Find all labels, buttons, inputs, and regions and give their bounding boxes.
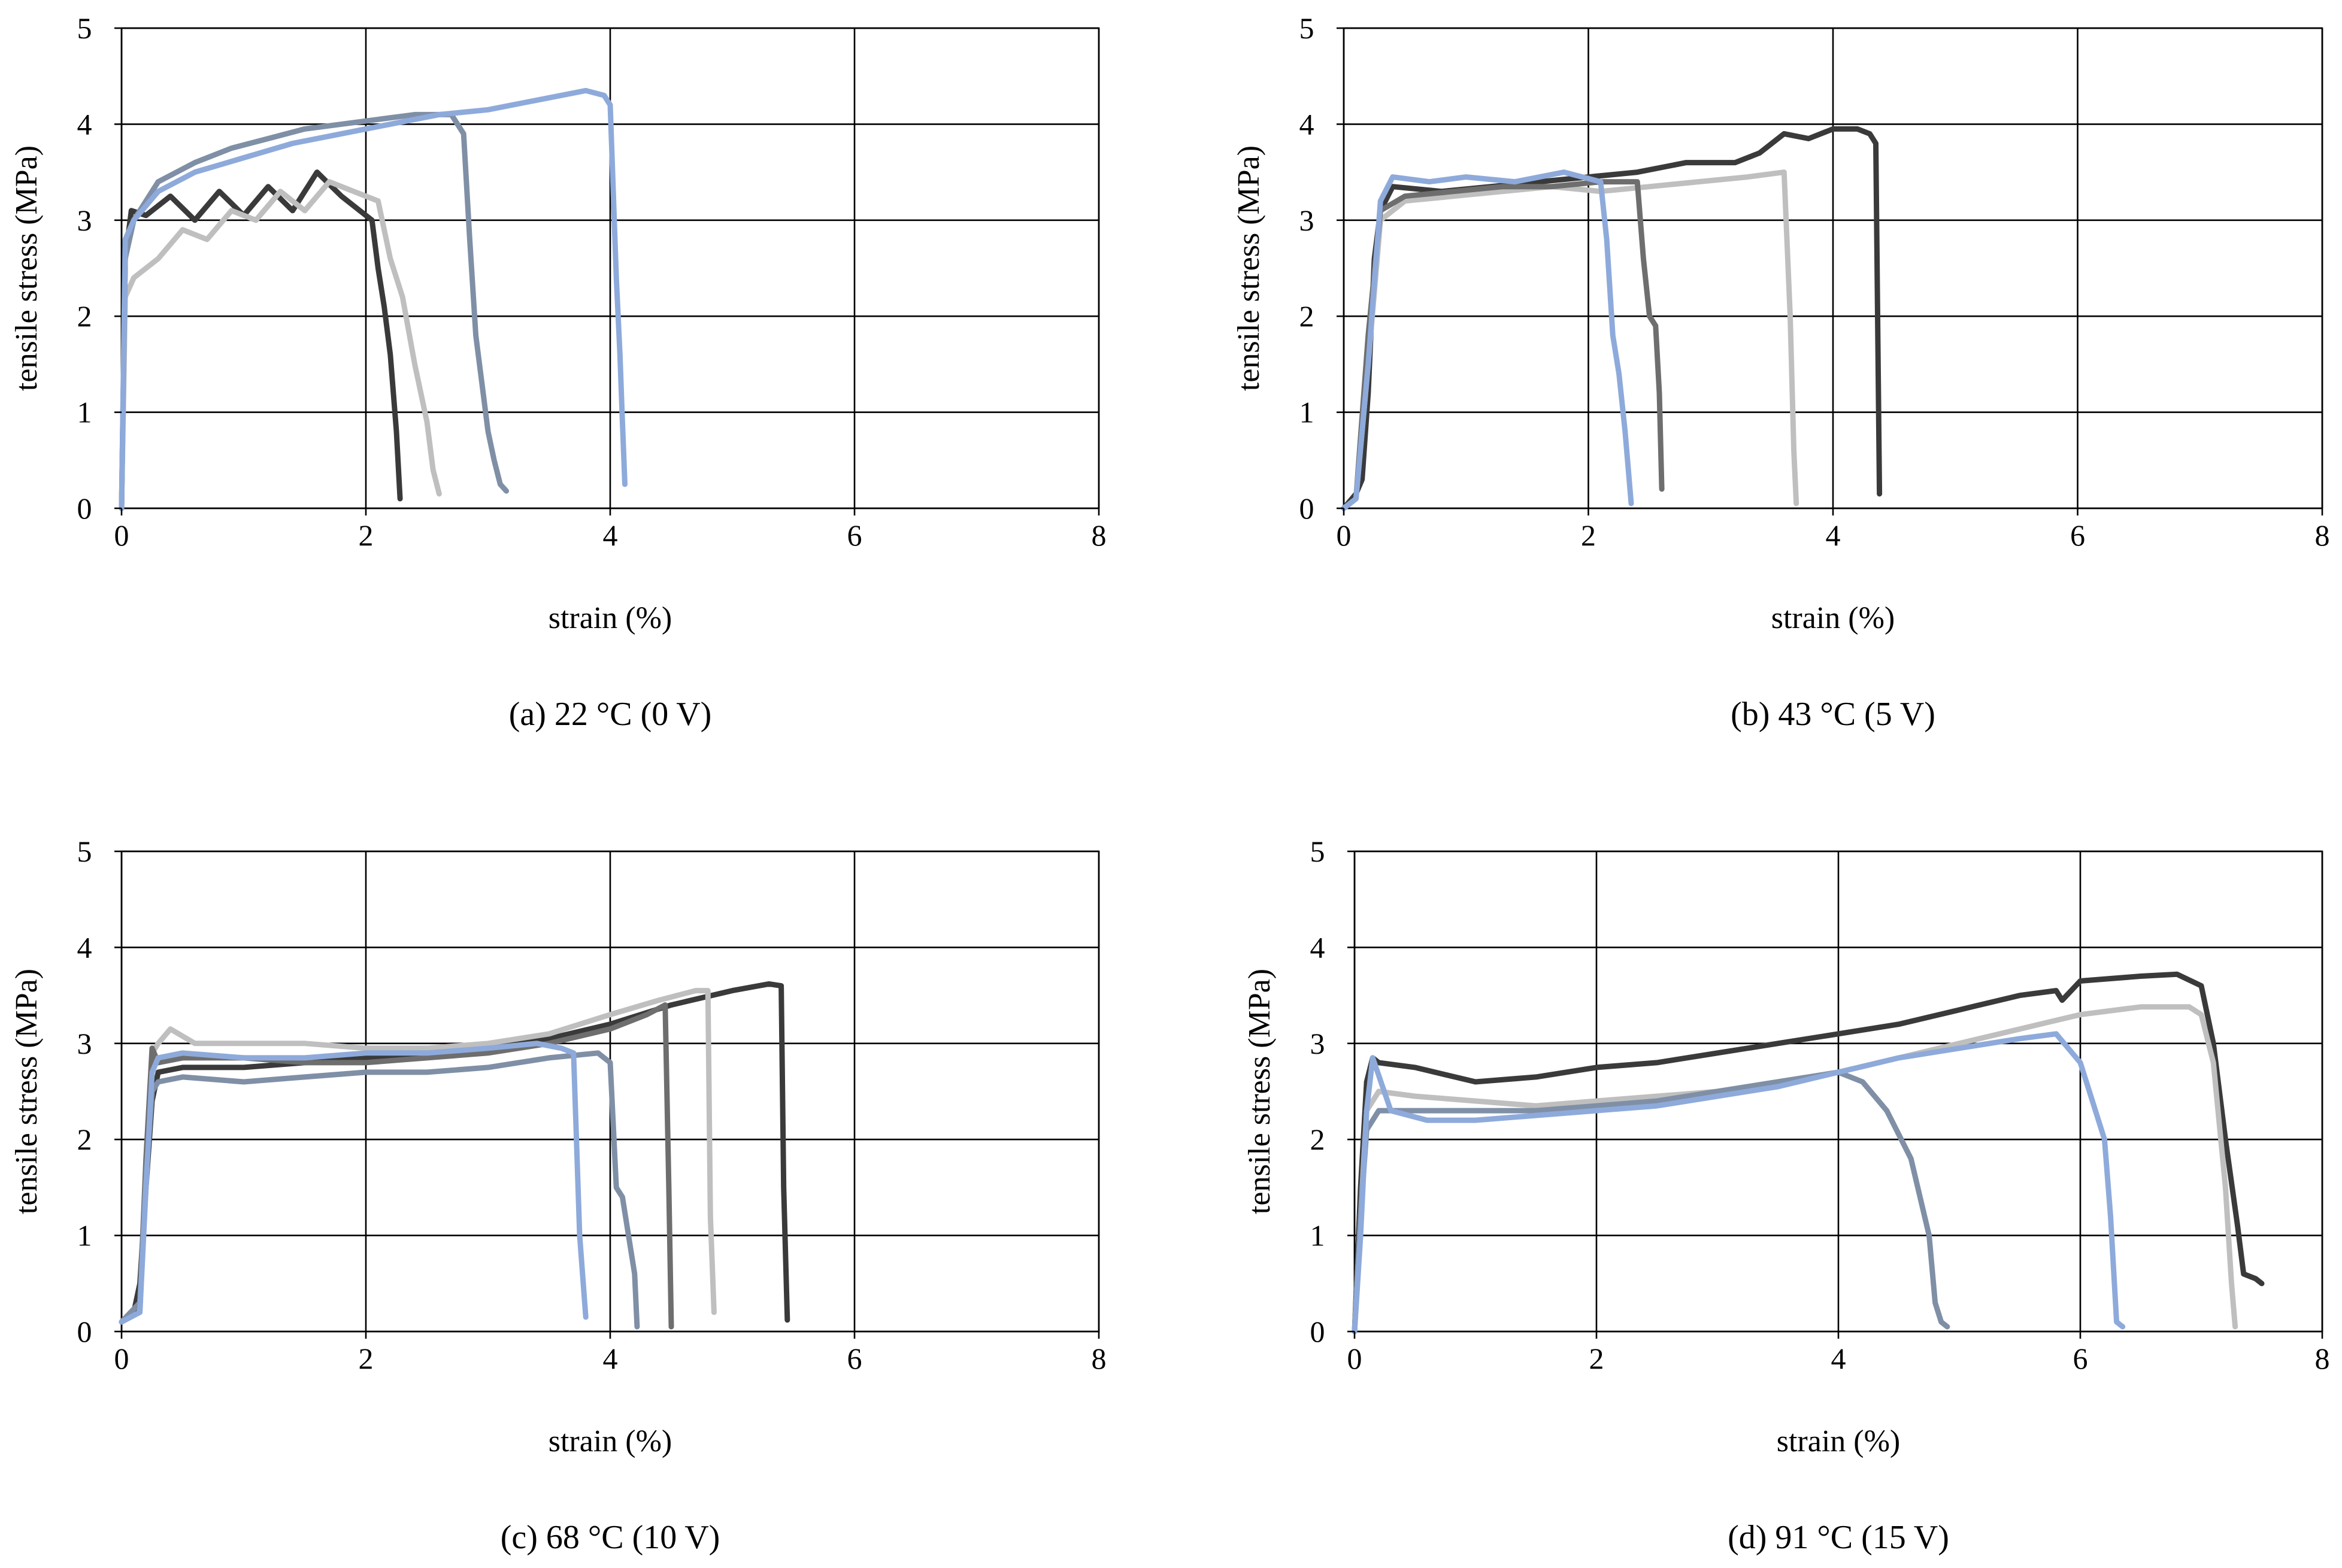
- y-tick-label: 0: [77, 1315, 92, 1348]
- series-line-5: [119, 1041, 589, 1325]
- series-line-4: [1352, 1031, 2126, 1335]
- y-tick-label: 0: [1310, 1315, 1325, 1348]
- y-tick-label: 5: [77, 11, 92, 45]
- y-tick-label: 1: [1299, 396, 1314, 429]
- y-tick-label: 4: [77, 107, 92, 141]
- x-axis-title: strain (%): [549, 1424, 672, 1458]
- y-tick-label: 1: [77, 1219, 92, 1252]
- x-axis-title: strain (%): [1771, 601, 1895, 635]
- panel-b: 0 2 4 6 8 0 1 2 3 4 5 strain (%) tensile stress (M…: [1232, 11, 2330, 733]
- x-tick-label: 6: [847, 1342, 862, 1375]
- x-tick-label: 6: [2073, 1342, 2088, 1375]
- y-axis-title: tensile stress (MPa): [10, 145, 44, 391]
- x-tick-label: 6: [847, 518, 862, 552]
- y-tick-label: 4: [1299, 107, 1314, 141]
- series-line-4: [1341, 169, 1634, 511]
- x-tick-label: 8: [1092, 518, 1107, 552]
- x-tick-label: 2: [1589, 1342, 1604, 1375]
- x-tick-label: 0: [1337, 518, 1352, 552]
- y-tick-label: 3: [77, 204, 92, 237]
- ticks: 0 2 4 6 8 0 1 2 3 4 5: [77, 11, 1107, 552]
- x-tick-label: 4: [1831, 1342, 1846, 1375]
- x-tick-label: 0: [114, 518, 129, 552]
- y-axis-title: tensile stress (MPa): [10, 969, 44, 1214]
- y-tick-label: 4: [1310, 930, 1325, 964]
- x-axis-title: strain (%): [1777, 1424, 1900, 1458]
- series-line-2: [119, 179, 442, 511]
- panel-d: 0 2 4 6 8 0 1 2 3 4 5 strain (%) tensile stress (M…: [1243, 835, 2330, 1556]
- grid: [1353, 850, 2323, 1333]
- y-tick-label: 1: [1310, 1219, 1325, 1252]
- y-tick-label: 0: [77, 492, 92, 525]
- x-tick-label: 8: [2315, 518, 2330, 552]
- y-tick-label: 3: [1299, 204, 1314, 237]
- y-tick-label: 2: [1310, 1123, 1325, 1156]
- series-line-3: [1352, 1069, 1950, 1335]
- x-tick-label: 8: [2315, 1342, 2330, 1375]
- y-tick-label: 2: [77, 299, 92, 333]
- series-line-4: [119, 87, 628, 511]
- y-tick-label: 4: [77, 930, 92, 964]
- x-axis-title: strain (%): [549, 601, 672, 635]
- x-tick-label: 2: [1581, 518, 1596, 552]
- series-line-3: [119, 111, 510, 511]
- panel-caption: (b) 43 °C (5 V): [1731, 696, 1935, 733]
- series-group: [119, 87, 628, 511]
- x-tick-label: 8: [1092, 1342, 1107, 1375]
- ticks: 0 2 4 6 8 0 1 2 3 4 5: [77, 835, 1107, 1375]
- x-tick-label: 2: [359, 1342, 374, 1375]
- x-tick-label: 2: [359, 518, 374, 552]
- y-tick-label: 3: [1310, 1027, 1325, 1060]
- y-tick-label: 1: [77, 396, 92, 429]
- series-group: [1341, 126, 1883, 511]
- panel-caption: (d) 91 °C (15 V): [1728, 1519, 1949, 1556]
- x-tick-label: 6: [2070, 518, 2085, 552]
- panel-a: 0 2 4 6 8 0 1 2 3 4 5 strain (%) tensile stress (M…: [10, 11, 1107, 733]
- y-tick-label: 2: [1299, 299, 1314, 333]
- x-tick-label: 4: [603, 518, 618, 552]
- y-tick-label: 3: [77, 1027, 92, 1060]
- y-tick-label: 5: [1310, 835, 1325, 868]
- panel-c: 0 2 4 6 8 0 1 2 3 4 5 strain (%) tensile stress (M…: [10, 835, 1107, 1556]
- y-tick-label: 5: [1299, 11, 1314, 45]
- ticks: 0 2 4 6 8 0 1 2 3 4 5: [1299, 11, 2330, 552]
- y-tick-label: 2: [77, 1123, 92, 1156]
- series-group: [1352, 971, 2265, 1335]
- panel-caption: (c) 68 °C (10 V): [501, 1519, 720, 1556]
- y-axis-title: tensile stress (MPa): [1243, 969, 1277, 1214]
- panel-caption: (a) 22 °C (0 V): [509, 696, 712, 733]
- series-line-1: [1352, 971, 2265, 1335]
- x-tick-label: 0: [114, 1342, 129, 1375]
- y-tick-label: 0: [1299, 492, 1314, 525]
- x-tick-label: 4: [1826, 518, 1841, 552]
- series-group: [119, 981, 790, 1330]
- x-tick-label: 0: [1347, 1342, 1362, 1375]
- series-line-1: [119, 169, 403, 511]
- x-tick-label: 4: [603, 1342, 618, 1375]
- y-axis-title: tensile stress (MPa): [1232, 145, 1266, 391]
- y-tick-label: 5: [77, 835, 92, 868]
- ticks: 0 2 4 6 8 0 1 2 3 4 5: [1310, 835, 2330, 1375]
